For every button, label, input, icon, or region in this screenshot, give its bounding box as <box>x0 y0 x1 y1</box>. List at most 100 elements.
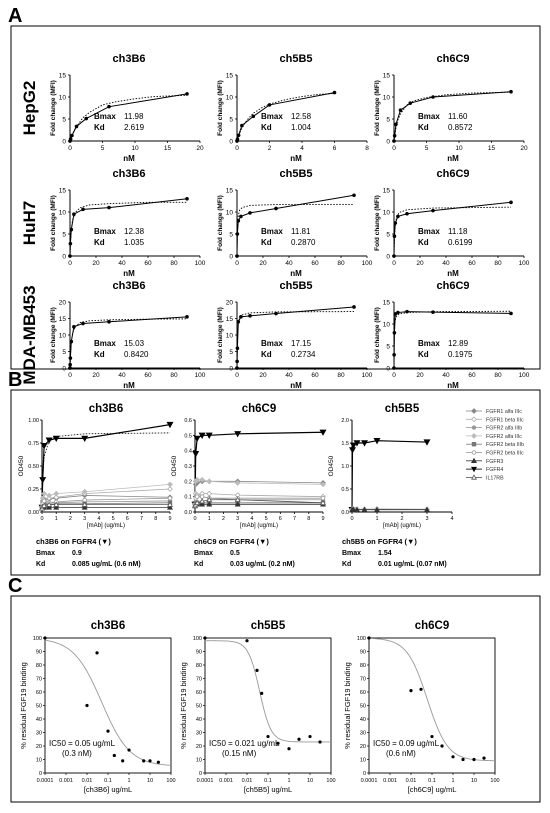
data-point <box>194 499 201 506</box>
data-point <box>248 314 252 318</box>
x-tick-label: 2 <box>400 516 403 522</box>
y-tick-label: 100 <box>357 636 366 642</box>
data-point <box>245 639 249 643</box>
data-point <box>82 497 87 503</box>
panel-a-frame <box>10 25 541 370</box>
y-tick-label: 0 <box>62 254 66 261</box>
y-axis-label: Fold change (MFI) <box>50 80 57 136</box>
data-point <box>106 729 110 733</box>
x-tick-label: 6 <box>126 516 129 522</box>
kd-value: 0.8572 <box>448 123 473 132</box>
legend-item: FGFR1 alfa IIIc <box>466 408 522 415</box>
x-tick-label: 60 <box>468 260 476 267</box>
y-axis-label: Fold change (MFI) <box>217 80 224 136</box>
data-point <box>206 501 213 507</box>
y-tick-label: 60 <box>36 690 42 696</box>
data-point <box>267 103 272 107</box>
cell-line-label: HepG2 <box>20 81 39 136</box>
data-point <box>41 502 48 508</box>
x-tick-label: 20 <box>92 260 100 267</box>
legend-item: FGFR2 beta IIIc <box>466 450 524 457</box>
data-point <box>398 108 403 112</box>
x-tick-label: 60 <box>144 260 152 267</box>
chart-c-0: ch3B6 0 10 20 30 40 50 60 70 80 90 100 0.0001 0.001 0.… <box>19 620 176 794</box>
data-point <box>167 496 173 501</box>
chart-title: ch3B6 <box>89 403 124 415</box>
y-tick-label: 50 <box>196 704 202 710</box>
chart-title: ch3B6 <box>112 280 145 292</box>
x-axis-label: nM <box>123 269 135 278</box>
x-tick-label: 0.1 <box>428 778 436 784</box>
y-tick-label: 40 <box>196 717 202 723</box>
x-tick-label: 4 <box>300 145 304 152</box>
chart-title: ch3B6 <box>91 620 126 632</box>
data-point <box>81 504 88 510</box>
y-tick-label: 20 <box>360 744 366 750</box>
kd-label: Kd <box>418 123 429 132</box>
data-point <box>236 133 241 138</box>
data-point <box>206 490 213 497</box>
y-tick-label: 70 <box>196 677 202 683</box>
x-tick-label: 100 <box>326 778 335 784</box>
data-point <box>70 133 74 138</box>
x-axis-label: nM <box>123 154 135 163</box>
legend-marker <box>471 474 477 480</box>
x-tick-label: 6 <box>333 145 337 152</box>
y-tick-label: 5 <box>62 232 66 239</box>
y-tick-label: 15 <box>59 316 67 323</box>
y-axis-label: Fold change (MFI) <box>50 195 57 251</box>
bmax-value: 11.81 <box>291 227 311 236</box>
data-point <box>107 205 111 210</box>
x-tick-label: 40 <box>118 372 126 379</box>
x-tick-label: 0 <box>350 516 353 522</box>
data-point <box>419 687 423 691</box>
annotation-title: ch5B5 on FGFR4 (▼) <box>342 537 417 546</box>
bmax-label: Bmax <box>342 550 361 557</box>
y-tick-label: 70 <box>36 677 42 683</box>
x-tick-label: 1 <box>55 516 58 522</box>
data-point <box>53 501 60 507</box>
y-tick-label: 0 <box>363 771 366 777</box>
y-tick-label: 10 <box>226 210 234 217</box>
data-point <box>81 321 85 326</box>
data-point <box>194 476 200 483</box>
x-tick-label: 100 <box>490 778 499 784</box>
x-tick-label: 0.001 <box>383 778 397 784</box>
x-tick-label: 3 <box>425 516 428 522</box>
data-point <box>394 122 398 127</box>
data-point <box>107 104 111 109</box>
data-point <box>68 366 72 370</box>
data-point <box>509 200 513 205</box>
x-tick-label: 20 <box>416 260 424 267</box>
bmax-label: Bmax <box>261 112 283 121</box>
x-tick-label: 9 <box>168 516 171 522</box>
y-tick-label: 90 <box>36 650 42 656</box>
x-tick-label: 60 <box>311 260 319 267</box>
y-tick-label: 30 <box>196 731 202 737</box>
y-tick-label: 0.50 <box>28 464 39 470</box>
x-tick-label: 0 <box>68 372 72 379</box>
data-point <box>308 734 312 739</box>
chart-title: ch3B6 <box>112 53 145 65</box>
x-tick-label: 10 <box>455 145 463 152</box>
x-tick-label: 0.01 <box>406 778 417 784</box>
legend-marker <box>471 408 477 414</box>
chart-b-2: ch5B5 0.0 0.5 1.0 1.5 2.0 0 1 2 3 4 [mAb] (ug/mL) OD… <box>328 403 454 568</box>
legend-item: FGFR2 beta IIIb <box>466 441 524 448</box>
cell-line-label: HuH7 <box>20 201 39 245</box>
bmax-value: 12.89 <box>448 339 469 348</box>
x-tick-label: 3 <box>236 516 239 522</box>
y-tick-label: 20 <box>196 744 202 750</box>
chart-a-1-1: ch5B5 0 5 10 15 0 20 40 60 80 100 nM Fold change (MF… <box>217 168 373 278</box>
y-tick-label: 20 <box>226 300 234 307</box>
y-tick-label: 80 <box>36 663 42 669</box>
data-point-fgfr4 <box>361 440 368 447</box>
y-tick-label: 1.5 <box>341 441 349 447</box>
x-tick-label: 4 <box>250 516 253 522</box>
x-tick-label: 5 <box>112 516 115 522</box>
data-point-fgfr4 <box>40 443 48 450</box>
data-point <box>85 703 89 708</box>
y-tick-label: 2.0 <box>341 418 349 424</box>
y-tick-label: 0.2 <box>184 479 192 485</box>
bmax-label: Bmax <box>261 227 283 236</box>
